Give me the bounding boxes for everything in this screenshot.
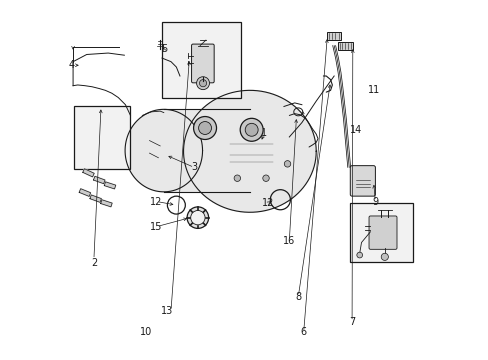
Text: 12: 12	[150, 197, 163, 207]
Circle shape	[198, 122, 211, 134]
Polygon shape	[93, 176, 105, 184]
FancyBboxPatch shape	[349, 166, 375, 196]
Text: 3: 3	[191, 162, 197, 172]
Circle shape	[262, 175, 269, 181]
FancyBboxPatch shape	[191, 44, 214, 83]
Bar	[349, 203, 412, 262]
Circle shape	[240, 118, 263, 141]
Polygon shape	[101, 200, 112, 207]
Circle shape	[381, 253, 387, 260]
Circle shape	[187, 207, 208, 228]
Text: 5: 5	[161, 44, 166, 54]
Text: 4: 4	[68, 60, 75, 70]
Polygon shape	[90, 195, 101, 202]
Circle shape	[199, 80, 206, 87]
Circle shape	[193, 117, 216, 139]
Text: 6: 6	[300, 327, 306, 337]
Text: 16: 16	[283, 236, 295, 246]
Text: 8: 8	[295, 292, 301, 302]
Polygon shape	[125, 109, 202, 192]
Text: 1: 1	[261, 129, 267, 138]
Circle shape	[244, 123, 258, 136]
Bar	[337, 42, 352, 50]
Bar	[162, 22, 241, 98]
Bar	[326, 32, 340, 40]
FancyBboxPatch shape	[368, 216, 396, 249]
Polygon shape	[104, 182, 116, 189]
Text: 13: 13	[161, 306, 173, 316]
Circle shape	[196, 77, 209, 90]
Bar	[163, 109, 249, 192]
Text: 9: 9	[371, 197, 378, 207]
Circle shape	[356, 252, 362, 258]
Text: 10: 10	[140, 327, 152, 337]
Circle shape	[234, 175, 240, 181]
Text: 7: 7	[348, 317, 354, 327]
Polygon shape	[79, 189, 90, 197]
Text: 15: 15	[150, 222, 163, 231]
Text: 14: 14	[349, 125, 361, 135]
Text: 2: 2	[91, 258, 97, 268]
Polygon shape	[183, 90, 316, 212]
Bar	[74, 107, 129, 169]
Circle shape	[284, 161, 290, 167]
Text: 11: 11	[366, 85, 379, 95]
Polygon shape	[82, 169, 94, 177]
Circle shape	[190, 211, 204, 225]
Text: 12: 12	[261, 198, 273, 208]
